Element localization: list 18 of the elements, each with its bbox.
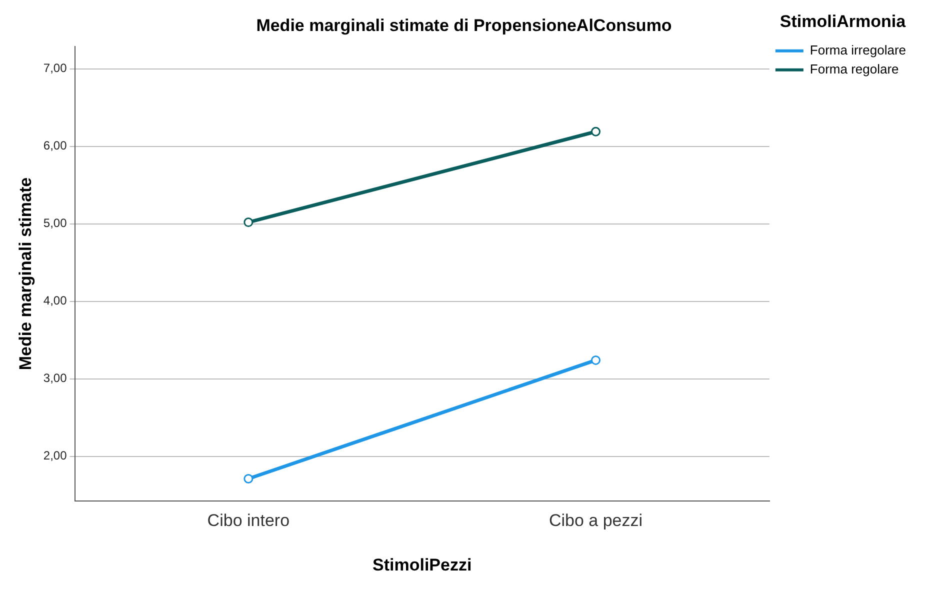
chart-title: Medie marginali stimate di PropensioneAlConsumo	[256, 16, 672, 35]
y-tick-label: 3,00	[43, 371, 68, 386]
point	[591, 355, 600, 365]
point	[244, 474, 254, 484]
y-tick-label: 2,00	[43, 448, 68, 463]
legend-label: Forma irregolare	[810, 42, 906, 58]
x-tick-label: Cibo a pezzi	[548, 511, 643, 530]
point	[591, 126, 600, 136]
y-tick-label: 5,00	[43, 216, 68, 230]
y-axis-title: Medie marginali stimate	[16, 177, 35, 370]
x-axis-title: StimoliPezzi	[372, 555, 472, 574]
x-tick-label: Cibo intero	[207, 511, 290, 530]
point	[244, 218, 254, 228]
y-tick-label: 7,00	[43, 61, 68, 76]
y-tick-label: 4,00	[43, 294, 68, 308]
legend-label: Forma regolare	[810, 61, 899, 76]
legend-title: StimoliArmonia	[780, 12, 906, 32]
y-tick-label: 6,00	[43, 138, 68, 153]
